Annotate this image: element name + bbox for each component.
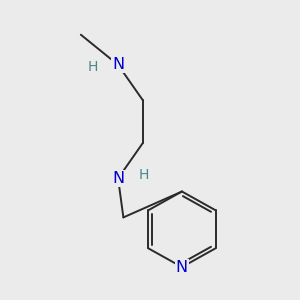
Text: H: H <box>87 60 98 74</box>
Text: N: N <box>112 57 124 72</box>
Text: N: N <box>112 171 124 186</box>
Text: N: N <box>176 260 188 274</box>
Text: H: H <box>138 168 149 182</box>
